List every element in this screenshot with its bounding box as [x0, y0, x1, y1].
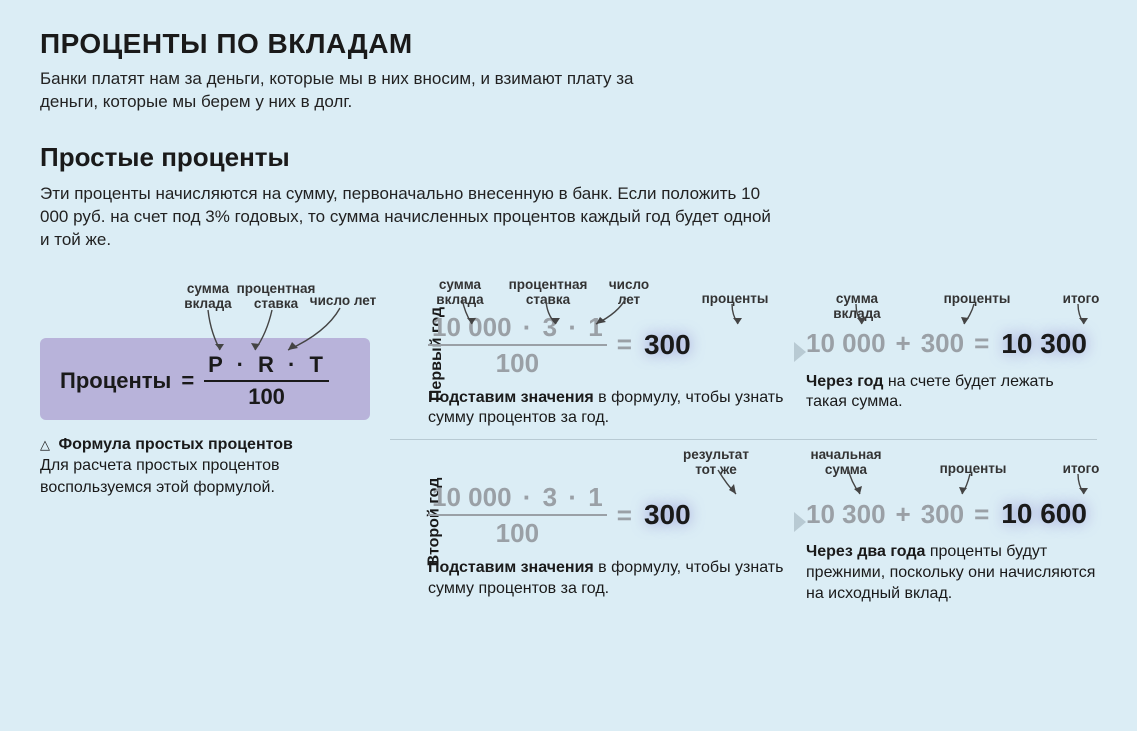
caption-rest: Для расчета простых процентов воспользуе…: [40, 457, 280, 496]
annot-sum-b: проценты: [942, 292, 1012, 307]
y1-time: 1: [588, 312, 602, 342]
y2-sum-desc: Через два года проценты будут прежними, …: [806, 542, 1097, 604]
annot-time: числолет: [604, 278, 654, 308]
var-p: P: [208, 352, 224, 377]
formula-denominator: 100: [244, 382, 289, 408]
dot-icon: ·: [284, 352, 301, 377]
y2-principal: 10 000: [432, 482, 512, 512]
y1-denom: 100: [492, 346, 543, 376]
caption-bold: Формула простых процентов: [58, 436, 292, 453]
triangle-icon: △: [40, 437, 50, 452]
equals-sign: =: [617, 500, 632, 531]
annot-sum-total: итого: [1056, 462, 1106, 477]
y1-sum-desc: Через год на счете будет лежать такая су…: [806, 372, 1097, 414]
var-r: R: [258, 352, 276, 377]
y2-sum-a: 10 300: [806, 499, 886, 530]
annot-principal: суммавклада: [178, 282, 238, 312]
year-1-sum: сумма вклада проценты итого 10 000 + 300…: [806, 314, 1097, 414]
y2-calc-desc: Подставим значения в формулу, чтобы узна…: [428, 558, 788, 600]
y1-result: 300: [642, 329, 693, 361]
var-t: T: [310, 352, 325, 377]
formula-lhs: Проценты: [60, 368, 171, 394]
year-2-calc: результаттот же 10 000 · 3 · 1: [428, 484, 788, 600]
equals-sign: =: [181, 368, 194, 394]
annot-rate: процентнаяставка: [508, 278, 588, 308]
year-2-block: Второй год результаттот же 10 000 · 3: [390, 439, 1097, 604]
y1-sum-b: 300: [921, 328, 964, 359]
chevron-right-icon: [794, 342, 806, 362]
annot-sum-a: сумма вклада: [812, 292, 902, 322]
annot-sum-a: начальнаясумма: [806, 448, 886, 478]
section-intro: Эти проценты начисляются на сумму, перво…: [40, 183, 780, 252]
y1-total: 10 300: [999, 328, 1089, 360]
dot-icon: ·: [519, 482, 536, 512]
equals-sign: =: [974, 499, 989, 530]
equals-sign: =: [974, 328, 989, 359]
dot-icon: ·: [564, 482, 581, 512]
annot-principal: суммавклада: [432, 278, 488, 308]
y1-rate: 3: [543, 312, 557, 342]
plus-sign: +: [896, 499, 911, 530]
year-1-block: Первый год суммавклада процентнаяставка …: [390, 280, 1097, 430]
formula-fraction: P · R · T 100: [204, 354, 329, 408]
y2-result: 300: [642, 499, 693, 531]
chevron-right-icon: [794, 512, 806, 532]
y2-sum-b: 300: [921, 499, 964, 530]
formula-block: суммавклада процентнаяставка число лет П…: [40, 338, 370, 499]
year-1-calc: суммавклада процентнаяставка числолет пр…: [428, 314, 788, 430]
y2-denom: 100: [492, 516, 543, 546]
section-title: Простые проценты: [40, 142, 1097, 173]
y1-sum-a: 10 000: [806, 328, 886, 359]
year-2-sum: начальнаясумма проценты итого 10 300 + 3…: [806, 484, 1097, 604]
annot-result: проценты: [700, 292, 770, 307]
plus-sign: +: [896, 328, 911, 359]
formula-caption: △ Формула простых процентов Для расчета …: [40, 434, 370, 499]
y1-calc-desc: Подставим значения в формулу, чтобы узна…: [428, 388, 788, 430]
dot-icon: ·: [564, 312, 581, 342]
y2-rate: 3: [543, 482, 557, 512]
dot-icon: ·: [233, 352, 250, 377]
equals-sign: =: [617, 329, 632, 360]
annot-rate: процентнаяставка: [236, 282, 316, 312]
dot-icon: ·: [519, 312, 536, 342]
annot-result-same: результаттот же: [676, 448, 756, 478]
page-title: ПРОЦЕНТЫ ПО ВКЛАДАМ: [40, 28, 1097, 60]
y2-time: 1: [588, 482, 602, 512]
y2-total: 10 600: [999, 498, 1089, 530]
y1-principal: 10 000: [432, 312, 512, 342]
annot-sum-total: итого: [1056, 292, 1106, 307]
annot-sum-b: проценты: [938, 462, 1008, 477]
lead-text: Банки платят нам за деньги, которые мы в…: [40, 68, 680, 114]
annot-time: число лет: [308, 294, 378, 309]
